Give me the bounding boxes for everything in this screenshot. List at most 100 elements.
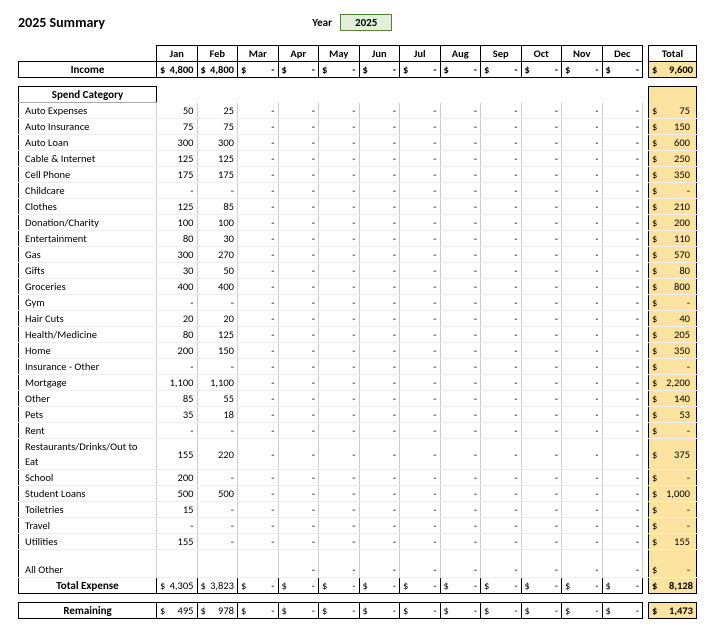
- cell: -: [400, 199, 441, 215]
- cell: -: [238, 423, 279, 439]
- row-total: $570: [649, 247, 697, 263]
- cell: $-: [562, 603, 603, 619]
- cell: -: [400, 562, 441, 578]
- category-name: Utilities: [19, 534, 157, 550]
- cell: -: [481, 359, 522, 375]
- cell: -: [197, 183, 238, 199]
- cell: -: [197, 518, 238, 534]
- cell: -: [440, 311, 481, 327]
- cell: 20: [197, 311, 238, 327]
- cell: -: [562, 343, 603, 359]
- cell: -: [400, 518, 441, 534]
- cell: -: [602, 407, 643, 423]
- cell: -: [440, 439, 481, 470]
- cell: -: [400, 502, 441, 518]
- row-total: $375: [649, 439, 697, 470]
- cell: -: [278, 359, 319, 375]
- cell: 100: [157, 215, 198, 231]
- cell: -: [562, 135, 603, 151]
- cell: -: [400, 295, 441, 311]
- cell: 1,100: [197, 375, 238, 391]
- cell: -: [157, 183, 198, 199]
- cell: -: [440, 327, 481, 343]
- cell: -: [278, 295, 319, 311]
- cell: -: [602, 391, 643, 407]
- cell: -: [278, 518, 319, 534]
- category-name: Home: [19, 343, 157, 359]
- cell: -: [400, 215, 441, 231]
- cell: -: [521, 327, 562, 343]
- cell: -: [238, 215, 279, 231]
- cell: -: [359, 534, 400, 550]
- cell: -: [440, 295, 481, 311]
- cell: -: [562, 279, 603, 295]
- cell: -: [278, 343, 319, 359]
- cell: -: [400, 263, 441, 279]
- year-value[interactable]: 2025: [340, 14, 392, 31]
- cell: -: [278, 486, 319, 502]
- cell: -: [481, 423, 522, 439]
- cell: -: [278, 231, 319, 247]
- cell: -: [562, 359, 603, 375]
- cell: -: [602, 279, 643, 295]
- cell: -: [481, 391, 522, 407]
- cell: -: [319, 407, 360, 423]
- cell: $-: [278, 62, 319, 78]
- month-header: Oct: [521, 46, 562, 62]
- cell: -: [562, 534, 603, 550]
- cell: -: [481, 135, 522, 151]
- cell: -: [521, 311, 562, 327]
- row-total: $110: [649, 231, 697, 247]
- month-header: Jan: [157, 46, 198, 62]
- cell: -: [481, 279, 522, 295]
- cell: -: [319, 423, 360, 439]
- cell: [197, 562, 238, 578]
- category-name: Insurance - Other: [19, 359, 157, 375]
- cell: -: [238, 534, 279, 550]
- cell: 220: [197, 439, 238, 470]
- cell: -: [521, 119, 562, 135]
- cell: -: [359, 359, 400, 375]
- cell: -: [319, 279, 360, 295]
- cell: $-: [440, 62, 481, 78]
- cell: -: [562, 231, 603, 247]
- cell: -: [521, 502, 562, 518]
- row-total: $150: [649, 119, 697, 135]
- cell: -: [359, 562, 400, 578]
- cell: -: [278, 215, 319, 231]
- cell: -: [481, 231, 522, 247]
- cell: -: [238, 391, 279, 407]
- cell: -: [359, 502, 400, 518]
- cell: -: [440, 562, 481, 578]
- cell: -: [440, 231, 481, 247]
- total-expense-label: Total Expense: [19, 578, 157, 594]
- cell: -: [440, 423, 481, 439]
- cell: $-: [602, 62, 643, 78]
- category-name: School: [19, 470, 157, 486]
- cell: $-: [319, 603, 360, 619]
- cell: -: [359, 135, 400, 151]
- cell: -: [319, 199, 360, 215]
- row-total: $-: [649, 562, 697, 578]
- cell: -: [562, 327, 603, 343]
- cell: -: [481, 327, 522, 343]
- row-total: $800: [649, 279, 697, 295]
- cell: -: [359, 263, 400, 279]
- cell: [157, 562, 198, 578]
- category-name: Toiletries: [19, 502, 157, 518]
- cell: -: [562, 375, 603, 391]
- row-total: $-: [649, 183, 697, 199]
- cell: -: [602, 470, 643, 486]
- cell: -: [238, 199, 279, 215]
- month-header: Jun: [359, 46, 400, 62]
- cell: -: [440, 502, 481, 518]
- row-total: $140: [649, 391, 697, 407]
- cell: -: [602, 562, 643, 578]
- cell: -: [481, 295, 522, 311]
- cell: -: [602, 502, 643, 518]
- cell: -: [278, 407, 319, 423]
- cell: -: [521, 486, 562, 502]
- cell: -: [157, 295, 198, 311]
- category-name: Health/Medicine: [19, 327, 157, 343]
- cell: -: [521, 215, 562, 231]
